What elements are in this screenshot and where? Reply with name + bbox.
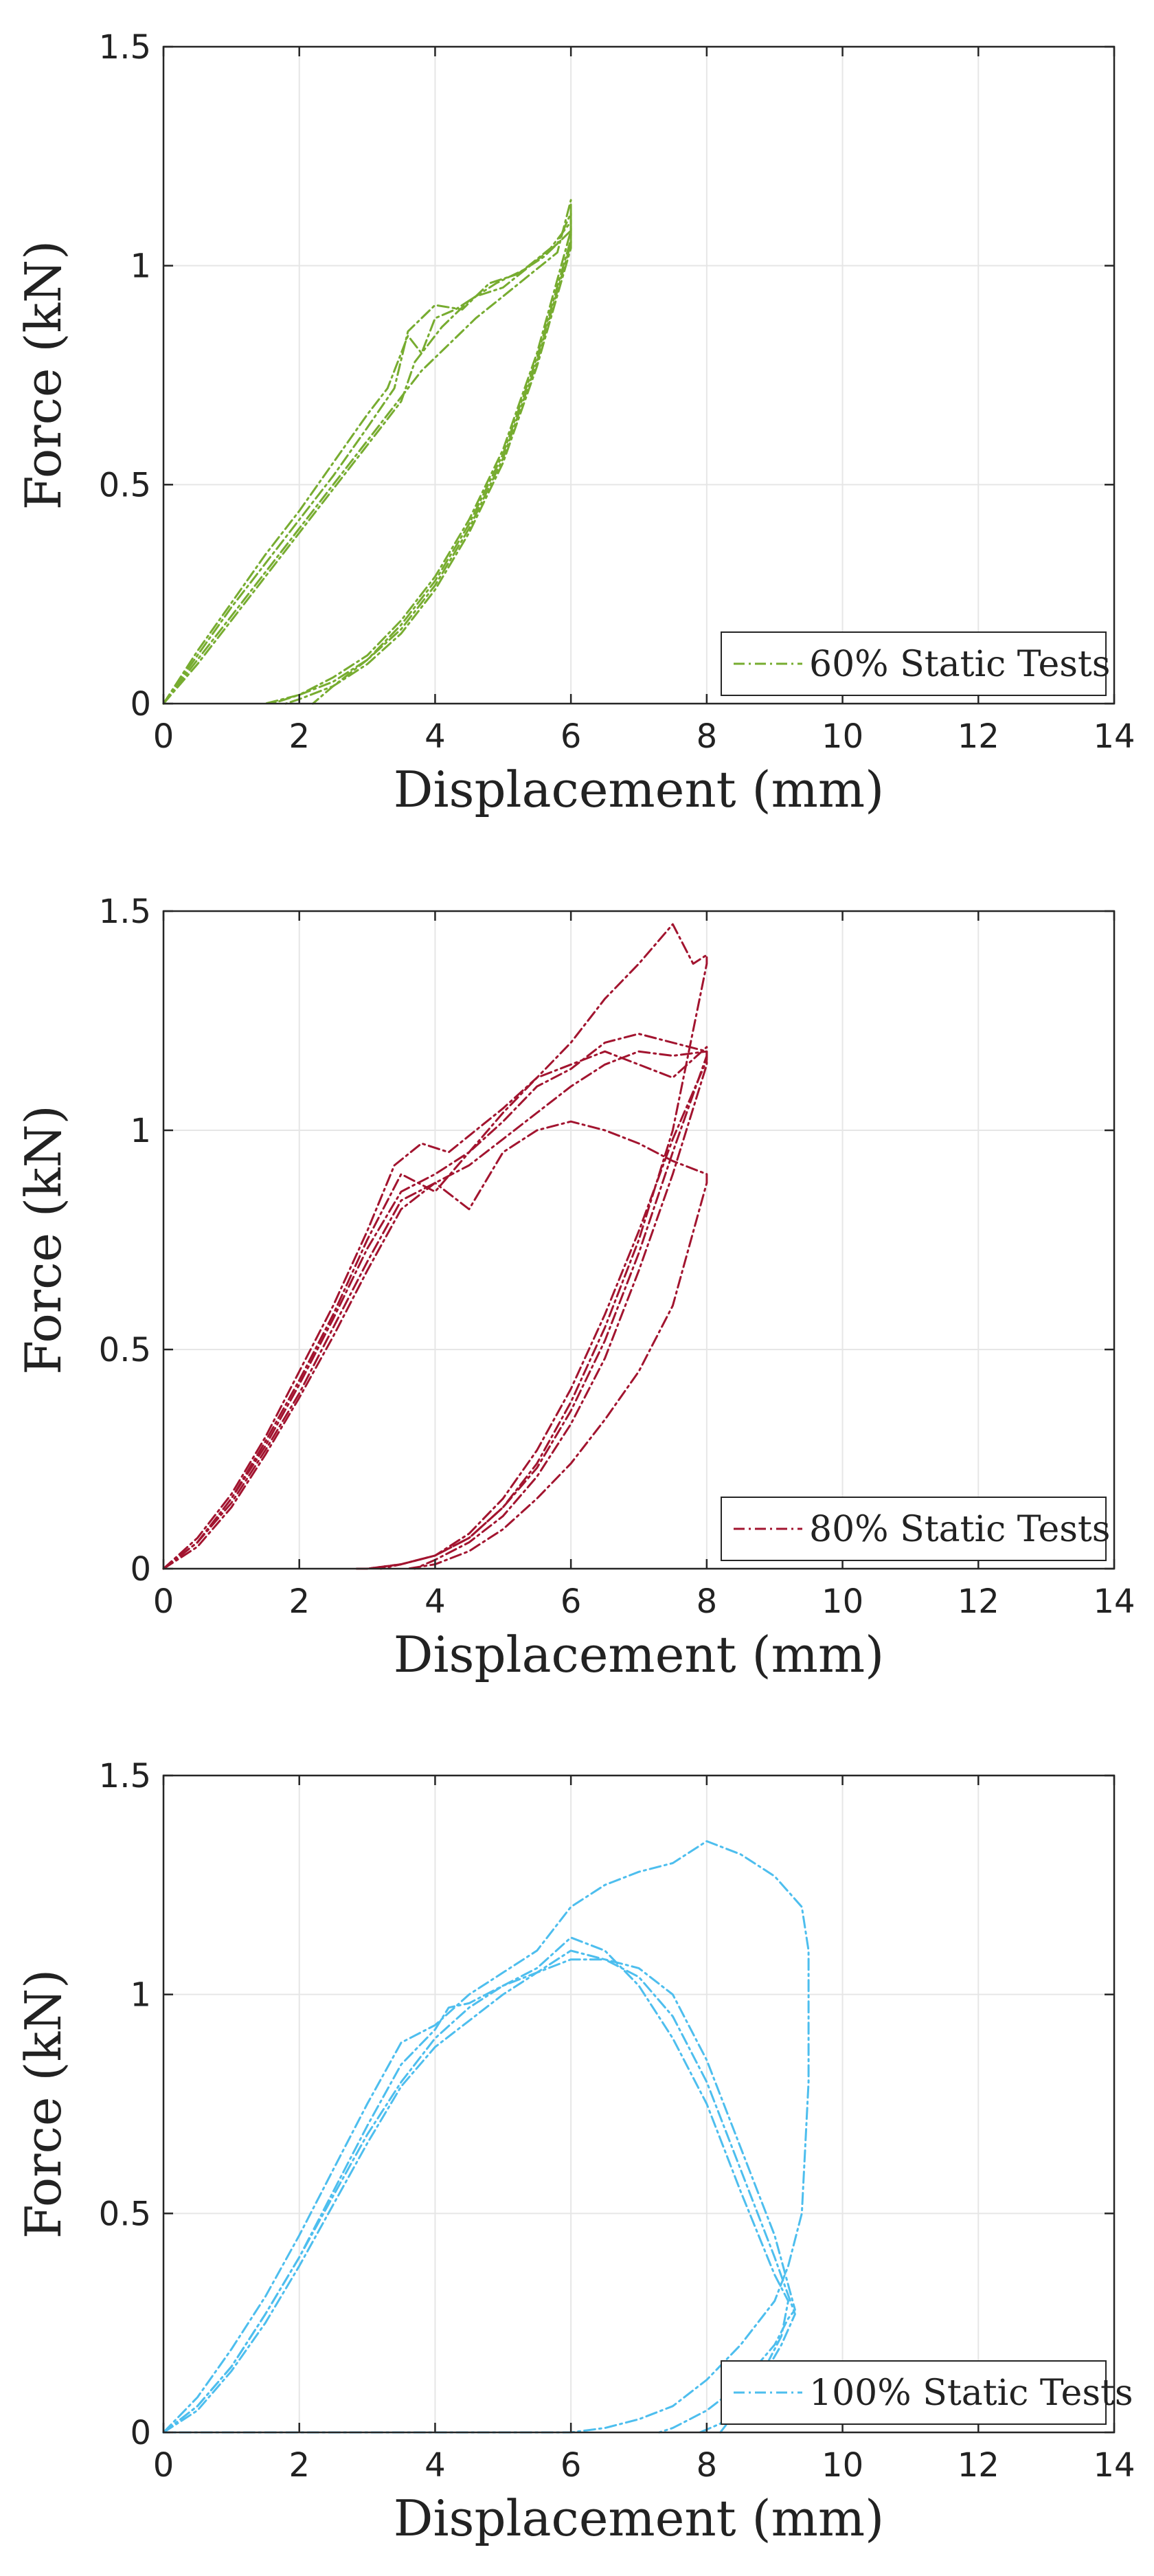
x-axis-label: Displacement (mm) <box>394 2489 884 2547</box>
y-tick-label: 1 <box>130 1112 151 1150</box>
x-tick-label: 4 <box>425 717 446 756</box>
chart-panel-1: 0 2 4 6 8 10 12 14 0 0.5 1 1.5 Displacement (mm) Forc… <box>14 28 1135 818</box>
y-tick-label: 0 <box>130 685 151 724</box>
y-axis-label: Force (kN) <box>14 1105 72 1374</box>
series-line-3 <box>162 1050 708 1570</box>
chart-panel-3: 0 2 4 6 8 10 12 14 0 0.5 1 1.5 Displacement (mm) Forc… <box>14 1757 1135 2547</box>
x-tick-label: 14 <box>1093 717 1135 756</box>
series-line-4 <box>162 229 572 705</box>
series-line-2 <box>162 199 572 705</box>
y-tick-label: 0.5 <box>99 1331 151 1369</box>
x-tick-label: 2 <box>288 717 310 756</box>
legend: 100% Static Tests <box>721 2360 1133 2425</box>
x-tick-label: 12 <box>958 717 999 756</box>
series-line-1 <box>162 923 708 1570</box>
x-tick-label: 4 <box>425 2446 446 2485</box>
y-tick-label: 1.5 <box>99 28 151 67</box>
x-tick-label: 6 <box>561 2446 582 2485</box>
legend-label: 60% Static Tests <box>809 644 1111 685</box>
chart-panel-2: 0 2 4 6 8 10 12 14 0 0.5 1 1.5 Displacement (mm) Forc… <box>14 893 1135 1683</box>
plot-area <box>163 47 1114 704</box>
legend-label: 80% Static Tests <box>809 1509 1111 1550</box>
axes-box <box>162 910 1116 1570</box>
series-line-4 <box>162 1936 789 2434</box>
x-tick-label: 4 <box>425 1582 446 1621</box>
y-tick-label: 0.5 <box>99 2195 151 2233</box>
x-tick-label: 2 <box>288 2446 310 2485</box>
legend-label: 100% Static Tests <box>809 2373 1133 2414</box>
y-axis-label: Force (kN) <box>14 240 72 510</box>
legend-box <box>721 1497 1107 1561</box>
y-tick-label: 0 <box>130 2414 151 2452</box>
x-tick-label: 2 <box>288 1582 310 1621</box>
series-line-2 <box>162 1033 708 1570</box>
x-tick-label: 8 <box>697 1582 718 1621</box>
x-tick-label: 0 <box>153 2446 174 2485</box>
y-axis-label: Force (kN) <box>14 1969 72 2239</box>
x-tick-label: 0 <box>153 1582 174 1621</box>
y-tick-label: 1 <box>130 1976 151 2015</box>
axes-box <box>162 1774 1116 2434</box>
x-tick-label: 10 <box>822 2446 863 2485</box>
x-tick-label: 10 <box>822 717 863 756</box>
series-line-1 <box>162 212 572 705</box>
series-line-5 <box>162 1046 708 1570</box>
y-tick-label: 1 <box>130 247 151 286</box>
series-line-3 <box>162 221 572 705</box>
series-line-3 <box>162 1949 796 2434</box>
x-tick-label: 10 <box>822 1582 863 1621</box>
axes-box <box>162 45 1116 705</box>
x-tick-label: 6 <box>561 1582 582 1621</box>
y-tick-label: 0.5 <box>99 466 151 504</box>
y-tick-label: 1.5 <box>99 893 151 931</box>
legend: 80% Static Tests <box>721 1497 1111 1561</box>
series-line-4 <box>162 1120 708 1570</box>
x-tick-label: 8 <box>697 717 718 756</box>
y-tick-label: 0 <box>130 1550 151 1589</box>
series-line-1 <box>162 1840 810 2434</box>
legend: 60% Static Tests <box>721 631 1111 696</box>
x-tick-label: 8 <box>697 2446 718 2485</box>
x-axis-label: Displacement (mm) <box>394 761 884 818</box>
x-axis-label: Displacement (mm) <box>394 1626 884 1683</box>
x-tick-label: 14 <box>1093 1582 1135 1621</box>
plot-area <box>163 1776 1114 2432</box>
x-tick-label: 12 <box>958 1582 999 1621</box>
x-tick-label: 6 <box>561 717 582 756</box>
x-tick-label: 14 <box>1093 2446 1135 2485</box>
y-tick-label: 1.5 <box>99 1757 151 1795</box>
x-tick-label: 0 <box>153 717 174 756</box>
x-tick-label: 12 <box>958 2446 999 2485</box>
